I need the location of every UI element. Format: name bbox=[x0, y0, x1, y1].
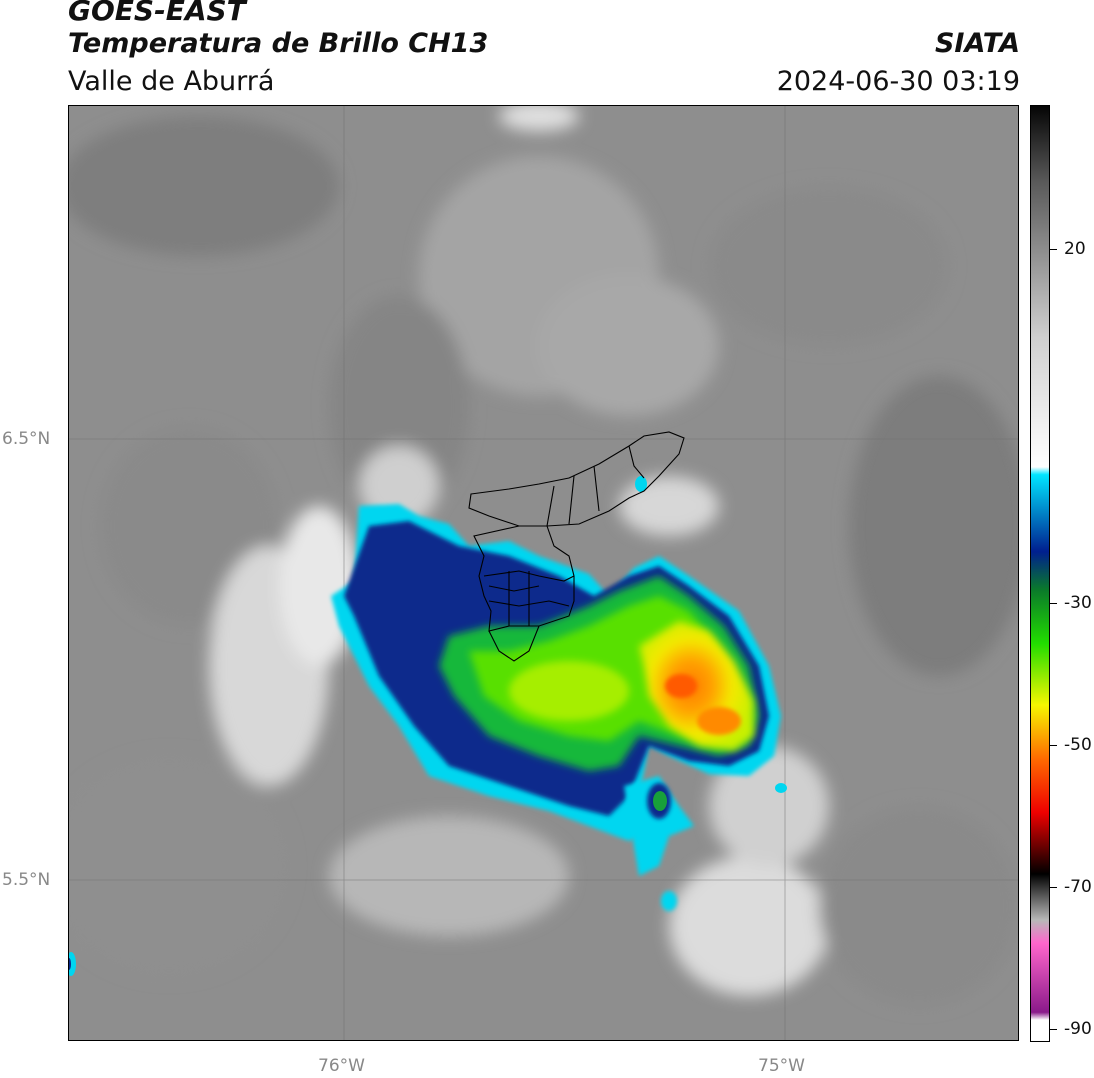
colorbar-tick-20 bbox=[1050, 249, 1057, 250]
latitude-label-5-5: 5.5°N bbox=[2, 870, 51, 890]
colorbar-tick-minus70 bbox=[1050, 887, 1057, 888]
graticule bbox=[69, 106, 1018, 1040]
storm-cloud bbox=[69, 476, 787, 976]
colorbar-tick-minus50 bbox=[1050, 745, 1057, 746]
colorbar-label-minus30: -30 bbox=[1064, 593, 1092, 613]
satellite-title: GOES-EAST bbox=[68, 0, 246, 27]
colorbar-label-minus90: -90 bbox=[1064, 1019, 1092, 1039]
datetime-label: 2024-06-30 03:19 bbox=[776, 66, 1020, 97]
longitude-label-75: 75°W bbox=[758, 1056, 805, 1076]
latitude-label-6-5: 6.5°N bbox=[2, 429, 51, 449]
colorbar-canvas bbox=[1031, 106, 1049, 1041]
colorbar-label-20: 20 bbox=[1064, 239, 1086, 259]
longitude-label-76: 76°W bbox=[318, 1056, 365, 1076]
map-canvas bbox=[69, 106, 1018, 1040]
colorbar-tick-minus90 bbox=[1050, 1029, 1057, 1030]
colorbar-tick-minus30 bbox=[1050, 603, 1057, 604]
colorbar-label-minus70: -70 bbox=[1064, 877, 1092, 897]
institution-label: SIATA bbox=[934, 28, 1020, 59]
satellite-map[interactable] bbox=[68, 105, 1019, 1041]
cloud-background bbox=[69, 106, 1018, 1040]
municipality-boundaries bbox=[468, 431, 685, 662]
temperature-colorbar bbox=[1030, 105, 1050, 1042]
colorbar-label-minus50: -50 bbox=[1064, 735, 1092, 755]
product-title: Temperatura de Brillo CH13 bbox=[68, 28, 489, 59]
region-subtitle: Valle de Aburrá bbox=[68, 66, 275, 97]
